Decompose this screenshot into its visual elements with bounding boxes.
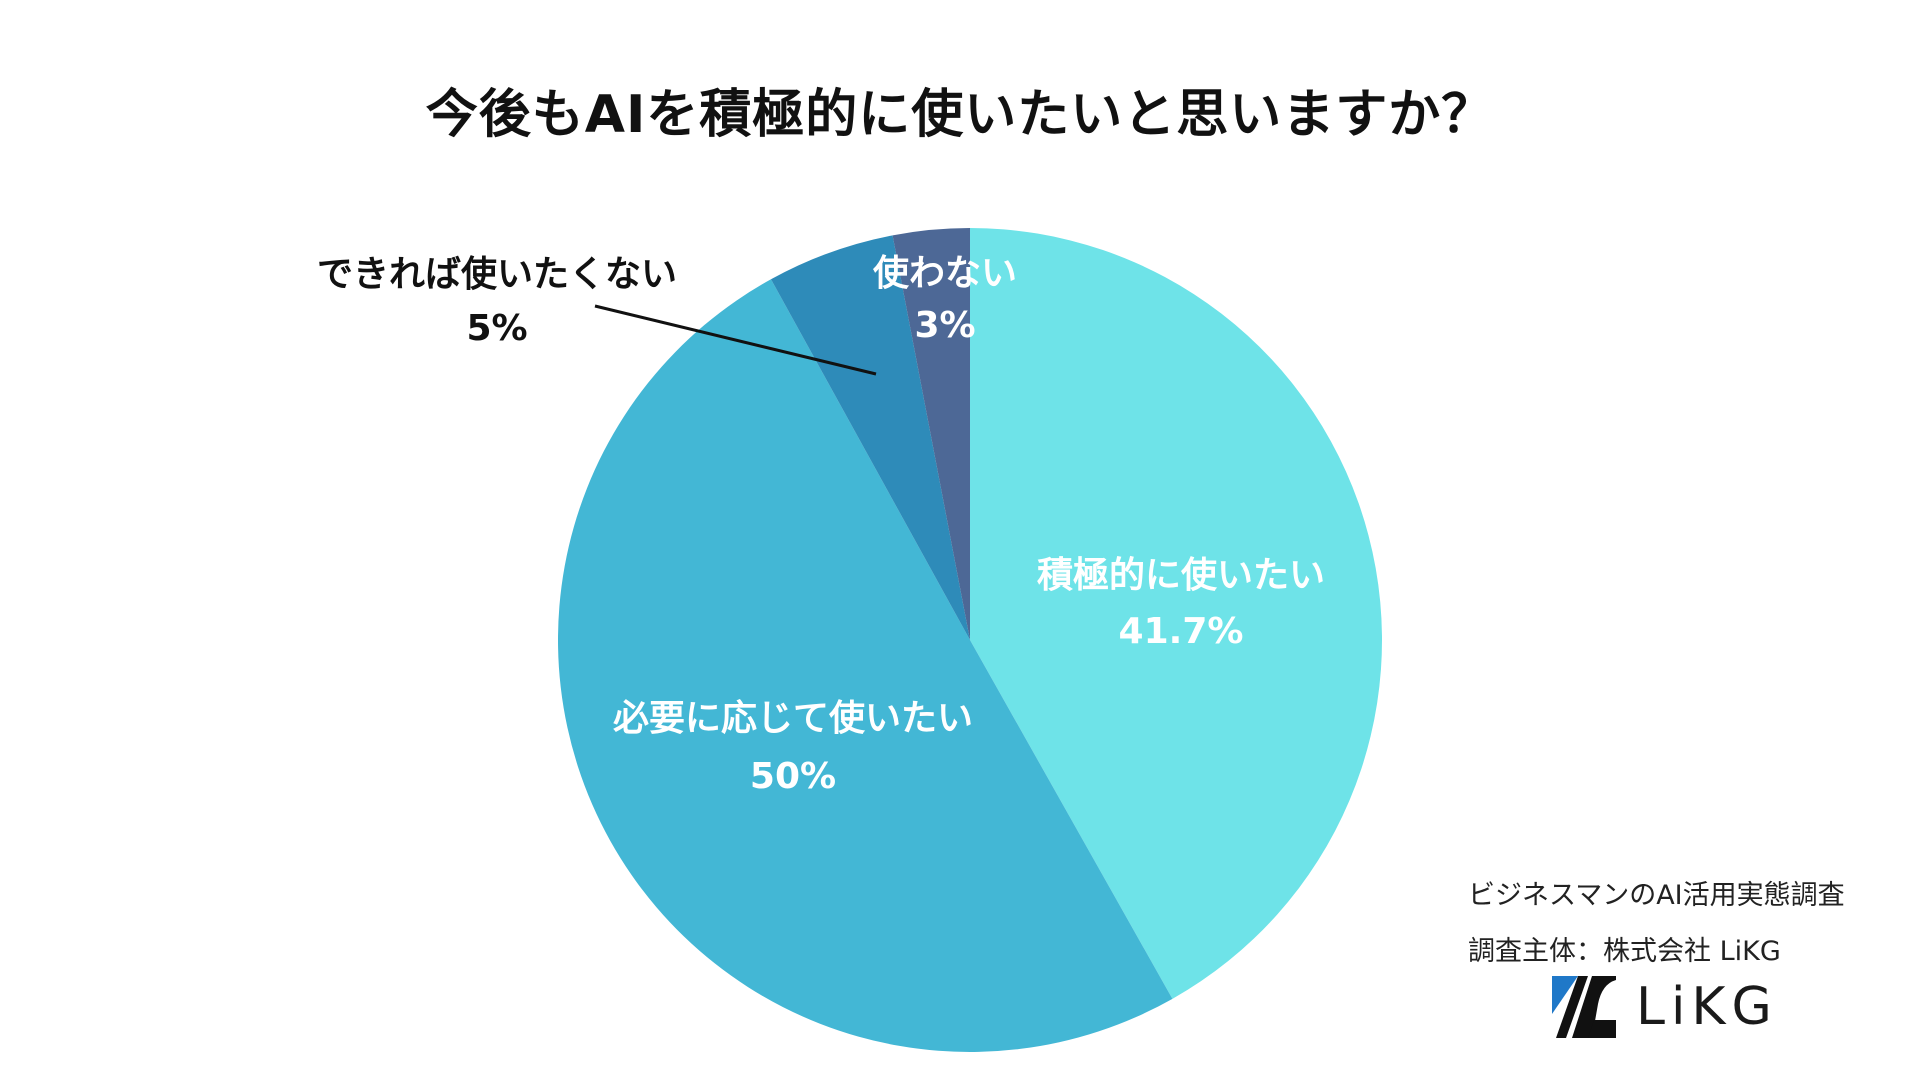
likg-logo-icon [1552,976,1616,1038]
pie-slices [558,228,1383,1052]
pie-slice-sekkyokuteki [970,228,1383,999]
survey-name: ビジネスマンのAI活用実態調査 [1468,880,1845,911]
slice-label-hitsuyou: 必要に応じて使いたい [613,698,973,739]
leader-line-dekireba [594,304,877,376]
likg-logo-text: LiKG [1636,977,1778,1037]
chart-title: 今後もAIを積極的に使いたいと思いますか？ [425,85,1495,145]
slice-value-dekireba: 5% [466,308,527,349]
pie-slice-hitsuyou [558,279,1173,1052]
slice-label-sekkyokuteki: 積極的に使いたい [1037,555,1325,596]
slice-value-tsukawanai: 3% [914,305,975,346]
pie-slice-tsukawanai [892,228,970,640]
slice-value-sekkyokuteki: 41.7% [1119,611,1244,652]
pie-slice-dekireba [770,235,970,641]
likg-logo: LiKG [1552,975,1778,1039]
slice-value-hitsuyou: 50% [750,756,836,797]
source-block: ビジネスマンのAI活用実態調査 調査主体：株式会社 LiKG [1468,868,1845,980]
slice-label-dekireba: できれば使いたくない [317,254,677,295]
pie-labels: 積極的に使いたい 41.7% 必要に応じて使いたい 50% できれば使いたくない 5% 使わ… [317,253,1325,797]
survey-organizer: 調査主体：株式会社 LiKG [1468,936,1781,967]
slice-label-tsukawanai: 使わない [873,253,1017,294]
